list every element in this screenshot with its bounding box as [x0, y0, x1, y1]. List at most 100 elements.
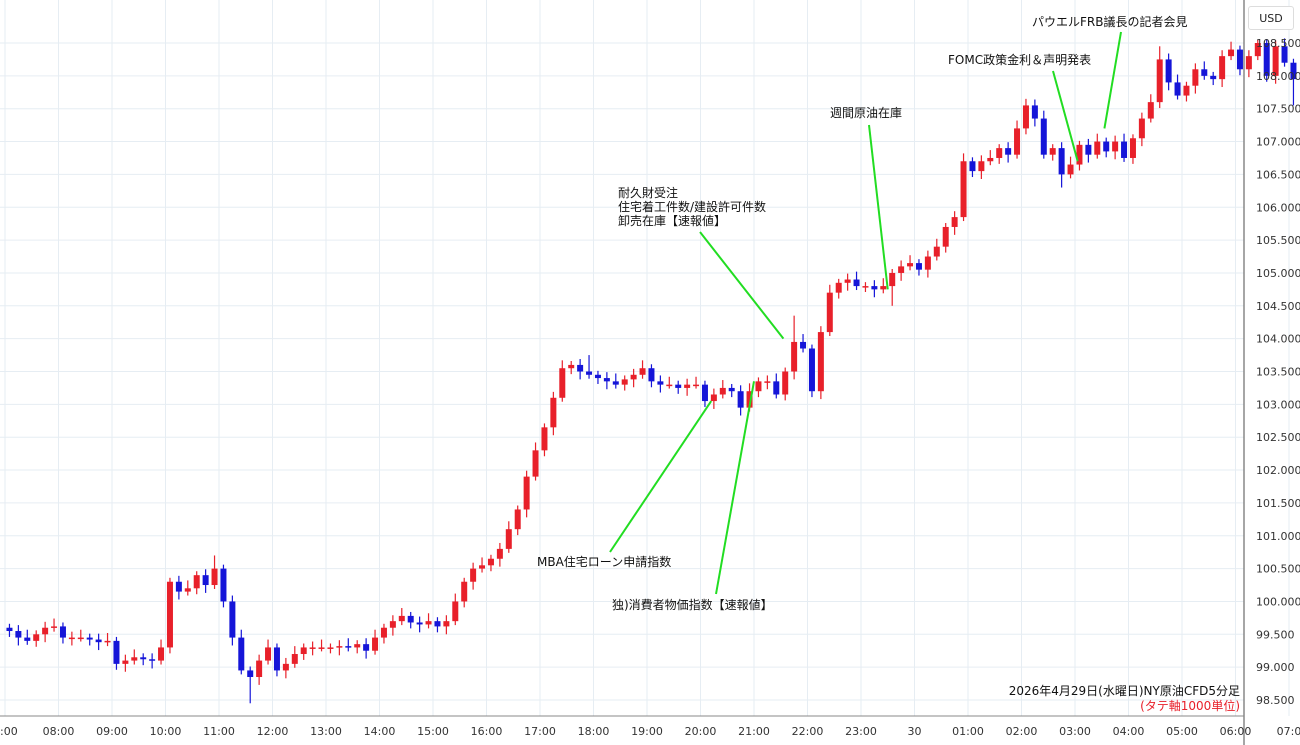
x-tick-label: 19:00	[631, 725, 663, 738]
candle-body	[862, 286, 869, 288]
x-tick-label: 03:00	[1059, 725, 1091, 738]
y-tick-label: 107.000	[1256, 136, 1300, 149]
candle-body	[1156, 59, 1163, 103]
candle-body	[1031, 105, 1038, 119]
x-axis[interactable]: :00 08:00 09:00 10:00 11:00 12:00 13:00 14:00 15…	[0, 725, 1300, 738]
candle-body	[853, 279, 860, 287]
y-axis[interactable]: 108.500 108.000 107.500 107.000 106.500 106.0…	[1256, 37, 1300, 707]
candle-body	[496, 548, 503, 559]
candle-body	[184, 588, 191, 592]
x-tick-label: 15:00	[417, 725, 449, 738]
currency-label[interactable]: USD	[1248, 6, 1294, 30]
candle-body	[140, 657, 147, 660]
annotation-leader-line	[609, 400, 713, 553]
y-tick-label: 106.500	[1256, 168, 1300, 181]
candle-body	[256, 660, 263, 678]
candle-body	[461, 581, 468, 602]
candle-body	[746, 391, 753, 408]
candle-body	[1210, 75, 1217, 80]
candle-body	[1183, 85, 1190, 96]
x-tick-label: 18:00	[578, 725, 610, 738]
y-tick-label: 108.000	[1256, 70, 1300, 83]
candle-body	[826, 292, 833, 333]
candle-body	[1281, 46, 1288, 63]
candle-body	[710, 394, 717, 402]
candle-body	[755, 381, 762, 392]
x-tick-label: 11:00	[203, 725, 235, 738]
x-tick-label: 10:00	[150, 725, 182, 738]
candle-body	[764, 381, 771, 383]
x-tick-label: 04:00	[1113, 725, 1145, 738]
candle-body	[1263, 43, 1270, 76]
candle-body	[443, 621, 450, 627]
candle-body	[880, 286, 887, 290]
candle-body	[265, 647, 272, 661]
y-tick-label: 101.000	[1256, 530, 1300, 543]
candle-body	[380, 627, 387, 638]
candle-body	[1219, 56, 1226, 80]
annotation-label: 独)消費者物価指数【速報値】	[612, 597, 773, 612]
candle-body	[1254, 43, 1261, 57]
candle-body	[122, 660, 129, 664]
candle-body	[229, 601, 236, 638]
candle-body	[835, 282, 842, 293]
candle-body	[603, 378, 610, 382]
candle-body	[1040, 118, 1047, 155]
candle-body	[550, 397, 557, 428]
annotation-leader-line	[868, 124, 889, 290]
candle-body	[211, 568, 218, 586]
candle-body	[1192, 69, 1199, 86]
candle-body	[309, 647, 316, 649]
candle-body	[907, 263, 914, 267]
y-tick-label: 102.000	[1256, 464, 1300, 477]
candle-body	[1245, 56, 1252, 70]
x-tick-label: 23:00	[845, 725, 877, 738]
candle-body	[220, 568, 227, 602]
y-tick-label: 105.500	[1256, 234, 1300, 247]
candle-body	[77, 637, 84, 640]
annotation-label: パウエルFRB議長の記者会見	[1032, 14, 1187, 29]
x-tick-label: 21:00	[738, 725, 770, 738]
candle-body	[657, 381, 664, 385]
candle-body	[389, 621, 396, 628]
candles	[6, 38, 1297, 704]
y-tick-label: 107.500	[1256, 103, 1300, 116]
candle-body	[924, 256, 931, 270]
candle-body	[479, 565, 486, 569]
candle-body	[1236, 49, 1243, 70]
candle-body	[1005, 148, 1012, 155]
x-tick-label: 08:00	[43, 725, 75, 738]
candle-body	[541, 427, 548, 451]
annotation-label: 耐久財受注	[618, 185, 678, 200]
candle-body	[1112, 141, 1119, 152]
candle-body	[273, 647, 280, 671]
candle-body	[675, 384, 682, 388]
candle-body	[175, 581, 182, 592]
x-tick-label: 06:00	[1220, 725, 1252, 738]
candle-body	[318, 647, 325, 649]
candle-body	[1085, 144, 1092, 155]
candle-body	[425, 621, 432, 625]
candle-body	[158, 647, 165, 661]
candle-body	[238, 637, 245, 671]
chart-subtitle: (タテ軸1000単位)	[1140, 698, 1240, 713]
candle-body	[782, 371, 789, 395]
candle-body	[1049, 148, 1056, 155]
annotation-leader-line	[1103, 31, 1122, 129]
y-tick-label: 99.000	[1256, 661, 1295, 674]
candle-body	[1067, 164, 1074, 175]
candle-body	[728, 387, 735, 392]
candle-body	[86, 637, 93, 640]
candle-body	[1147, 102, 1154, 119]
x-tick-label: 22:00	[792, 725, 824, 738]
candle-body	[1201, 69, 1208, 76]
candle-body	[568, 364, 575, 369]
candle-body	[594, 374, 601, 379]
y-tick-label: 100.000	[1256, 595, 1300, 608]
candle-body	[577, 364, 584, 372]
y-tick-label: 104.500	[1256, 300, 1300, 313]
y-tick-label: 101.500	[1256, 497, 1300, 510]
x-tick-label: 12:00	[257, 725, 289, 738]
annotation-label: 住宅着工件数/建設許可件数	[618, 199, 766, 214]
